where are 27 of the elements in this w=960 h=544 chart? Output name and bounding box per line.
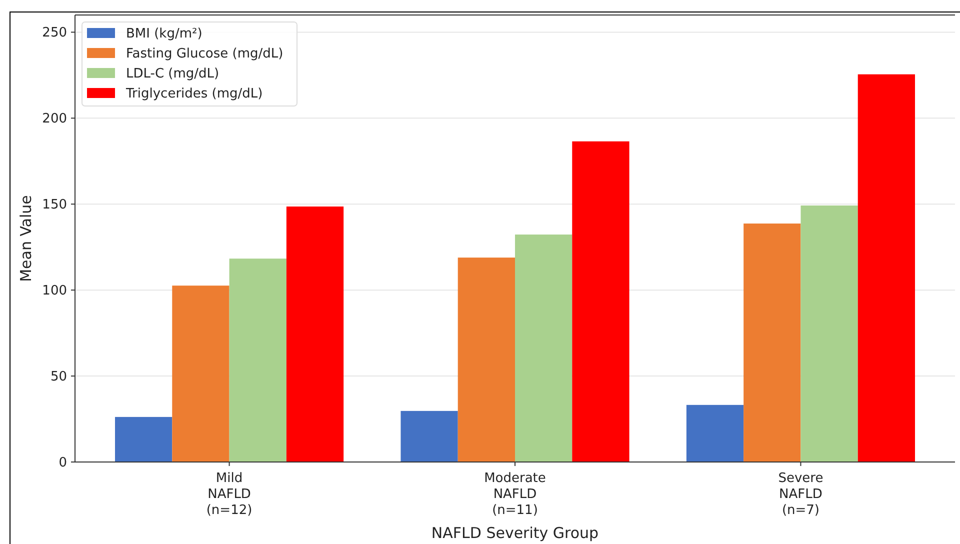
bar xyxy=(515,234,572,462)
bar xyxy=(686,404,744,462)
y-tick-label: 0 xyxy=(58,456,67,471)
x-axis-title: NAFLD Severity Group xyxy=(431,524,599,542)
x-tick-label: Moderate NAFLD (n=11) xyxy=(484,471,546,518)
bar xyxy=(229,258,286,462)
y-tick-label: 100 xyxy=(42,284,67,299)
bar xyxy=(744,224,801,462)
y-tick-label: 50 xyxy=(50,370,67,385)
y-tick-label: 150 xyxy=(42,198,67,213)
legend-label: Fasting Glucose (mg/dL) xyxy=(126,46,284,62)
x-tick-label: Severe NAFLD (n=7) xyxy=(778,471,824,518)
bar xyxy=(572,141,630,462)
bar xyxy=(458,258,515,462)
y-axis-title: Mean Value xyxy=(17,195,35,282)
legend-label: LDL-C (mg/dL) xyxy=(126,66,220,82)
bar xyxy=(400,410,458,462)
x-tick-label: Mild NAFLD (n=12) xyxy=(206,471,252,518)
bar xyxy=(858,74,915,462)
bar xyxy=(172,286,230,462)
y-tick-label: 250 xyxy=(42,26,67,41)
legend-label: BMI (kg/m²) xyxy=(126,26,202,42)
bar xyxy=(286,206,344,462)
bar xyxy=(115,416,172,462)
legend-label: Triglycerides (mg/dL) xyxy=(125,86,263,102)
bar xyxy=(800,205,858,462)
y-tick-label: 200 xyxy=(42,112,67,127)
